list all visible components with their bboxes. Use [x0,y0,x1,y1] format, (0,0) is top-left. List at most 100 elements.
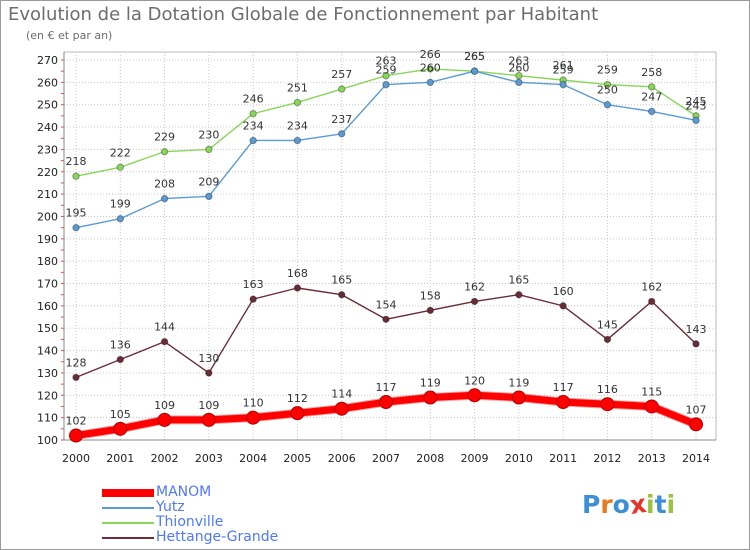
y-tick-label: 220 [37,166,58,179]
data-point-hettange-grande [205,369,213,377]
data-point-manom [69,428,83,443]
x-tick-label: 2011 [549,452,577,465]
data-label-thionville: 246 [243,93,264,106]
data-point-hettange-grande [603,335,612,344]
x-tick-label: 2000 [62,452,90,465]
data-label-manom: 117 [553,381,574,394]
data-label-thionville: 266 [420,48,441,61]
data-point-manom [113,421,128,436]
data-label-hettange-grande: 145 [597,318,618,331]
legend-label: Hettange-Grande [156,529,279,545]
x-tick-label: 2001 [106,452,134,465]
x-tick-label: 2009 [461,452,489,465]
data-point-manom [334,401,349,416]
data-point-hettange-grande [692,340,700,348]
data-point-manom [600,397,615,412]
chart-title: Evolution de la Dotation Globale de Fonc… [8,4,599,25]
data-label-yutz: 260 [420,61,441,74]
data-label-manom: 107 [686,403,707,416]
legend-swatch [102,507,154,509]
x-tick-label: 2008 [416,452,444,465]
y-tick-label: 120 [37,389,58,402]
data-label-hettange-grande: 168 [287,267,308,280]
data-label-manom: 119 [420,377,441,390]
data-point-yutz [116,215,124,223]
y-tick-label: 180 [37,255,58,268]
data-label-thionville: 222 [110,146,131,159]
data-point-manom [511,390,526,405]
data-label-hettange-grande: 136 [110,339,131,352]
data-label-manom: 105 [110,408,131,421]
data-point-yutz [648,107,656,116]
data-label-hettange-grande: 143 [686,323,707,336]
y-tick-label: 110 [37,412,58,425]
data-point-hettange-grande [382,315,390,323]
data-point-yutz [160,194,169,203]
legend-swatch [102,522,154,524]
data-point-yutz [603,101,612,109]
data-label-manom: 116 [597,383,618,396]
data-label-yutz: 195 [66,207,87,220]
data-label-thionville: 229 [154,131,175,144]
legend-swatch [102,489,154,497]
data-label-hettange-grande: 144 [154,321,175,334]
data-label-yutz: 250 [597,84,618,97]
legend-label: Thionville [156,514,224,530]
data-point-thionville [426,65,434,73]
data-label-hettange-grande: 165 [331,274,352,287]
data-point-thionville [293,98,302,107]
data-point-yutz [293,136,302,145]
data-point-hettange-grande [515,291,523,299]
data-label-yutz: 237 [331,113,352,126]
data-label-yutz: 260 [508,61,529,74]
y-tick-label: 260 [37,76,58,89]
y-tick-label: 210 [37,188,58,201]
data-point-hettange-grande [338,291,346,299]
data-point-manom [201,412,216,427]
data-label-thionville: 251 [287,81,308,94]
data-point-yutz [382,80,390,89]
x-tick-label: 2007 [372,452,400,465]
data-label-thionville: 263 [376,55,397,68]
data-label-manom: 110 [243,397,264,410]
x-tick-label: 2014 [682,452,710,465]
y-tick-label: 200 [37,210,58,223]
y-tick-label: 190 [37,233,58,246]
data-point-manom [157,412,172,427]
legend-label: Yutz [156,499,185,515]
data-label-manom: 117 [376,381,397,394]
data-label-hettange-grande: 154 [376,298,397,311]
data-label-thionville: 245 [686,95,707,108]
y-tick-label: 240 [37,121,58,134]
data-label-thionville: 257 [331,68,352,81]
data-point-hettange-grande [648,297,656,306]
x-tick-label: 2013 [638,452,666,465]
data-point-hettange-grande [426,306,434,315]
x-tick-label: 2005 [283,452,311,465]
data-label-yutz: 259 [553,64,574,77]
data-label-hettange-grande: 162 [464,280,485,293]
data-label-thionville: 265 [464,50,485,63]
data-point-thionville [603,80,612,89]
data-label-yutz: 234 [243,119,264,132]
series-lines [69,65,703,443]
data-point-thionville [648,83,656,91]
data-point-hettange-grande [72,373,80,382]
data-point-thionville [116,163,124,171]
x-tick-label: 2004 [239,452,267,465]
data-label-thionville: 258 [641,66,662,79]
data-label-manom: 120 [464,374,485,387]
data-label-yutz: 234 [287,119,308,132]
data-point-manom [644,399,659,414]
data-point-manom [246,410,261,425]
data-point-hettange-grande [470,297,479,306]
y-tick-label: 130 [37,367,58,380]
legend-label: MANOM [156,484,212,500]
data-point-hettange-grande [160,337,169,346]
data-label-manom: 119 [508,377,529,390]
data-label-hettange-grande: 128 [66,356,87,369]
data-label-thionville: 261 [553,59,574,72]
data-label-yutz: 209 [198,175,219,188]
data-label-thionville: 259 [597,64,618,77]
